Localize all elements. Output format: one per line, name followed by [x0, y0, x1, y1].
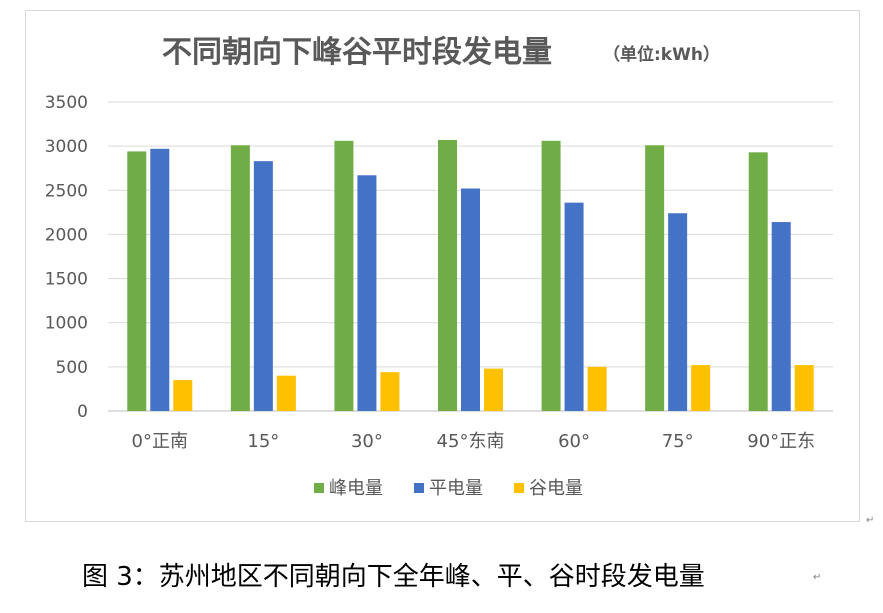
chart-title: 不同朝向下峰谷平时段发电量 [162, 35, 552, 70]
y-tick-label: 2500 [45, 181, 88, 201]
legend-swatch [514, 483, 524, 493]
chart-title-unit: （单位:kWh） [603, 44, 720, 65]
bar-峰电量-2 [334, 140, 354, 412]
bar-谷电量-3 [484, 368, 503, 411]
y-tick-label: 1000 [45, 314, 88, 334]
bar-平电量-0 [150, 148, 170, 411]
bar-谷电量-5 [691, 365, 711, 411]
bar-谷电量-4 [587, 366, 607, 411]
x-tick-label: 45°东南 [437, 431, 505, 452]
bar-谷电量-6 [794, 365, 814, 411]
legend-swatch [414, 483, 424, 493]
legend-label: 峰电量 [329, 478, 383, 499]
y-tick-label: 3000 [45, 137, 88, 157]
paragraph-mark: ↵ [866, 515, 875, 526]
y-tick-label: 0 [77, 402, 88, 422]
bar-峰电量-5 [645, 145, 665, 411]
chart: 不同朝向下峰谷平时段发电量 （单位:kWh） 0 500 1000 1500 2000 2… [45, 35, 833, 499]
x-tick-label: 60° [558, 431, 590, 452]
bar-峰电量-0 [127, 151, 147, 411]
bar-平电量-4 [564, 202, 584, 411]
paragraph-mark: ↵ [813, 572, 822, 583]
bar-峰电量-6 [748, 152, 768, 411]
bar-平电量-2 [357, 175, 377, 411]
bar-峰电量-3 [438, 139, 457, 411]
x-tick-label: 75° [662, 431, 694, 452]
x-tick-label: 0°正南 [132, 431, 188, 452]
bar-平电量-1 [253, 161, 273, 411]
bar-峰电量-4 [541, 140, 561, 412]
x-tick-label: 30° [351, 431, 383, 452]
legend-swatch [314, 483, 324, 493]
bar-谷电量-0 [173, 380, 193, 411]
bar-谷电量-1 [276, 375, 296, 411]
bar-峰电量-1 [230, 145, 250, 411]
x-tick-label: 90°正东 [747, 431, 815, 452]
y-tick-label: 500 [56, 358, 88, 378]
bar-平电量-5 [668, 213, 688, 411]
bar-平电量-6 [771, 222, 791, 411]
x-tick-label: 15° [247, 431, 279, 452]
y-tick-label: 3500 [45, 93, 88, 113]
figure-caption: 图 3：苏州地区不同朝向下全年峰、平、谷时段发电量 [82, 562, 705, 592]
legend-label: 谷电量 [529, 478, 583, 499]
y-tick-label: 1500 [45, 270, 88, 290]
legend-label: 平电量 [429, 478, 483, 499]
bar-平电量-3 [461, 188, 480, 411]
y-tick-label: 2000 [45, 225, 88, 245]
bar-谷电量-2 [380, 372, 400, 411]
